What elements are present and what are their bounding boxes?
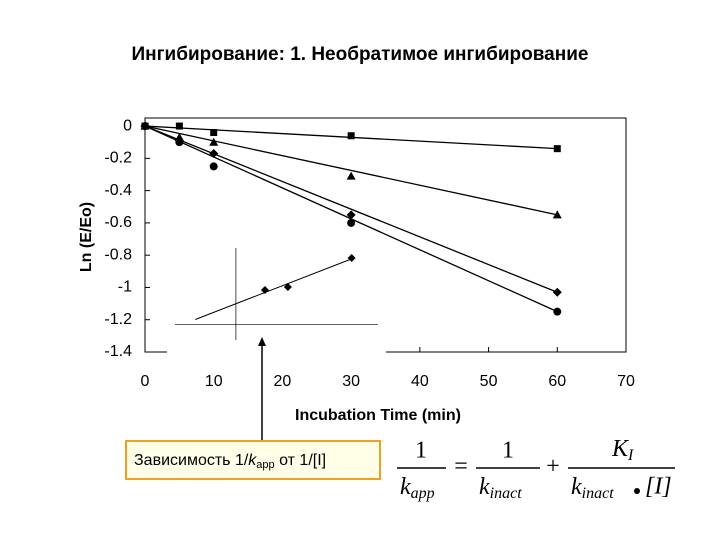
marker	[175, 122, 183, 130]
inset-background	[167, 242, 386, 354]
slide-title: Ингибирование: 1. Необратимое ингибирова…	[132, 44, 589, 65]
y-tick-label: -0.8	[104, 246, 132, 263]
note-text: Зависимость 1/kapp от 1/[I]	[134, 452, 326, 471]
formula: 1 kapp = 1 kinact + KI kinact [I]	[397, 436, 675, 502]
marker	[209, 162, 218, 171]
formula-dot	[634, 488, 640, 494]
x-axis-label: Incubation Time (min)	[295, 407, 461, 424]
marker	[346, 210, 356, 220]
marker	[553, 307, 562, 316]
y-tick-label: -0.4	[104, 182, 132, 199]
x-tick-label: 70	[617, 373, 635, 390]
formula-k: k	[400, 474, 411, 500]
note-k: k	[248, 452, 257, 469]
marker	[260, 286, 269, 295]
x-tick-label: 20	[274, 373, 292, 390]
y-tick-label: -1	[118, 279, 132, 296]
arrow-head	[258, 337, 266, 346]
x-tick-label: 50	[480, 373, 498, 390]
formula-conc: [I]	[645, 474, 672, 500]
formula-num: 1	[502, 438, 514, 464]
marker	[347, 253, 356, 262]
formula-den: kinact	[479, 474, 522, 502]
main-chart: 0 -0.2 -0.4 -0.6 -0.8 -1 -1.2 -1.4 0 10 20 30 40 50 60…	[104, 117, 635, 390]
marker	[552, 287, 562, 297]
x-tick-label: 40	[411, 373, 429, 390]
formula-sub: app	[411, 485, 435, 502]
y-tick-label: -1.4	[104, 343, 132, 360]
marker	[552, 210, 562, 219]
x-tick-label: 60	[548, 373, 566, 390]
marker	[346, 171, 356, 180]
fit-line	[144, 125, 558, 216]
note-box	[125, 440, 381, 480]
formula-den: kinact	[571, 474, 614, 502]
note-prefix: Зависимость 1/	[134, 452, 249, 469]
x-tick-label: 10	[205, 373, 223, 390]
y-tick-label: -0.6	[104, 214, 132, 231]
formula-sub: I	[627, 447, 634, 464]
x-tick-label: 0	[141, 373, 150, 390]
marker	[175, 138, 184, 147]
marker	[210, 129, 218, 137]
x-tick-label: 30	[342, 373, 360, 390]
formula-eq: =	[454, 454, 468, 480]
formula-sub: inact	[582, 485, 615, 502]
y-axis-label: Ln (E/Eo)	[78, 202, 95, 272]
marker	[553, 145, 561, 153]
marker	[141, 122, 149, 131]
fit-line	[195, 258, 352, 320]
formula-k: k	[571, 474, 582, 500]
note-suffix: от 1/[I]	[275, 452, 326, 469]
marker	[283, 282, 292, 291]
marker	[347, 218, 356, 227]
formula-k: k	[479, 474, 490, 500]
formula-plus: +	[546, 454, 560, 480]
marker	[347, 132, 355, 140]
formula-num: KI	[611, 436, 634, 464]
fit-line	[144, 125, 558, 313]
note-sub: app	[256, 459, 274, 471]
y-tick-label: 0	[123, 117, 132, 134]
y-tick-label: -1.2	[104, 311, 132, 328]
formula-K: K	[611, 436, 630, 462]
formula-den: kapp	[400, 474, 435, 502]
marker	[209, 137, 219, 146]
formula-sub: inact	[490, 485, 523, 502]
y-tick-label: -0.2	[104, 150, 132, 167]
formula-num: 1	[415, 438, 427, 464]
